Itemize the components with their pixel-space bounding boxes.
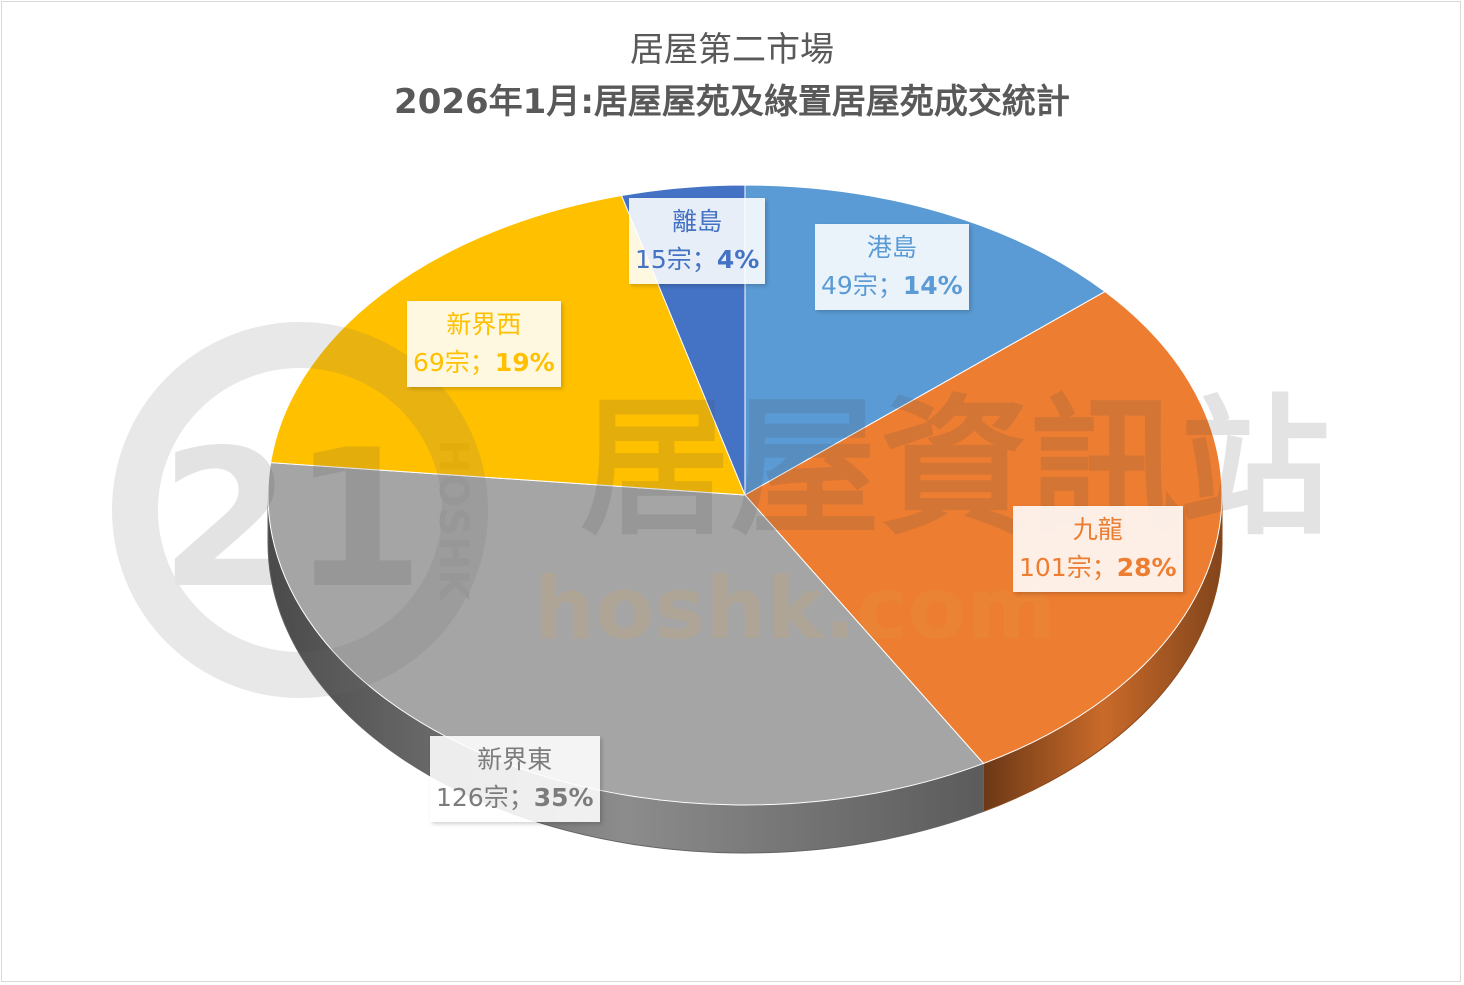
data-label-九龍: 九龍 101宗；28% bbox=[1013, 506, 1183, 592]
data-label-name: 新界西 bbox=[446, 310, 522, 339]
data-label-count: 69宗； bbox=[413, 348, 495, 377]
data-label-name: 離島 bbox=[672, 207, 723, 236]
data-label-name: 港島 bbox=[866, 233, 917, 262]
watermark-logo-number: 21 bbox=[160, 409, 424, 630]
data-label-name: 九龍 bbox=[1072, 515, 1123, 544]
data-label-新界西: 新界西 69宗；19% bbox=[407, 301, 561, 387]
data-label-value: 15宗；4% bbox=[635, 241, 759, 279]
watermark-logo-ring bbox=[112, 322, 488, 698]
data-label-percent: 35% bbox=[533, 783, 594, 812]
data-label-percent: 19% bbox=[494, 348, 555, 377]
chart-title: 居屋第二市場 bbox=[630, 30, 834, 70]
watermark-url-text: hoshk.com bbox=[534, 559, 1056, 659]
data-label-count: 101宗； bbox=[1019, 553, 1117, 582]
data-label-percent: 4% bbox=[716, 245, 760, 274]
data-label-count: 126宗； bbox=[436, 783, 534, 812]
data-label-percent: 28% bbox=[1116, 553, 1177, 582]
data-label-港島: 港島 49宗；14% bbox=[815, 224, 969, 310]
chart-subtitle: 2026年1月:居屋屋苑及綠置居屋苑成交統計 bbox=[394, 82, 1070, 122]
watermark-brand-text: 居屋資訊站 bbox=[580, 382, 1330, 556]
data-label-value: 69宗；19% bbox=[413, 344, 555, 382]
data-label-value: 126宗；35% bbox=[436, 779, 594, 817]
data-label-name: 新界東 bbox=[477, 745, 553, 774]
data-label-新界東: 新界東 126宗；35% bbox=[430, 736, 600, 822]
data-label-value: 49宗；14% bbox=[821, 267, 963, 305]
data-label-count: 49宗； bbox=[821, 271, 903, 300]
data-label-value: 101宗；28% bbox=[1019, 549, 1177, 587]
watermark-logo-arc-text: HOSHK bbox=[430, 440, 476, 603]
data-label-percent: 14% bbox=[902, 271, 963, 300]
data-label-count: 15宗； bbox=[635, 245, 717, 274]
data-label-離島: 離島 15宗；4% bbox=[629, 198, 766, 284]
pie-slice-九龍 bbox=[744, 291, 1223, 765]
